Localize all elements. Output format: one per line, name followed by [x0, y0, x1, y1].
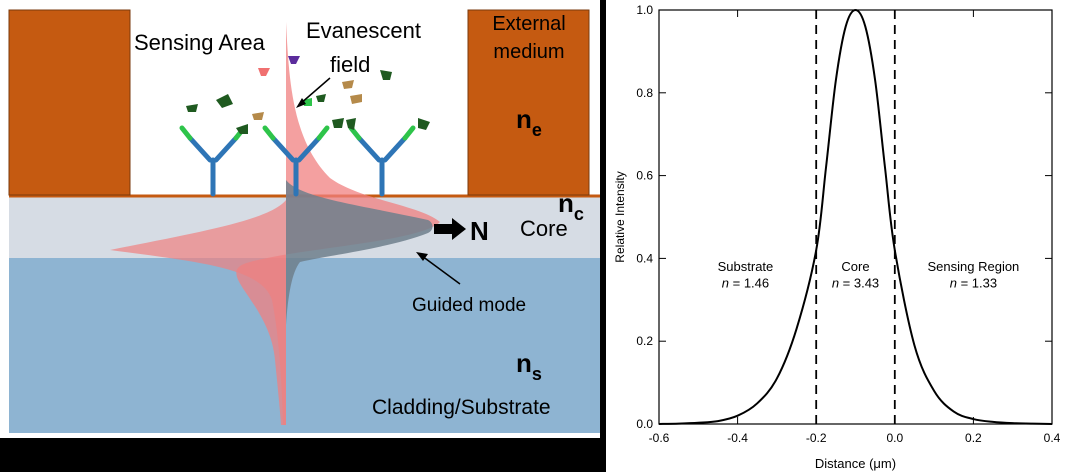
- y-tick-label: 0.4: [636, 251, 653, 265]
- evanescent-arrow: [296, 77, 331, 108]
- external-medium-block: [467, 9, 590, 196]
- guided-mode-arrow: [416, 252, 461, 285]
- x-tick-label: 0.2: [965, 431, 982, 445]
- analyte-molecule: [350, 94, 362, 104]
- antibody-2: [262, 125, 330, 197]
- y-tick-label: 0.6: [636, 169, 653, 183]
- y-tick-label: 0.0: [636, 417, 653, 431]
- intensity-profile-chart: -0.6 -0.4 -0.2 0.0 0.2 0.4 0.0 0.2 0.4 0.6 0.8 1.0 D…: [606, 0, 1070, 472]
- external-medium-label-line1: External: [492, 13, 565, 35]
- chart-background: [606, 0, 1070, 472]
- cladding-label: Cladding/Substrate: [372, 396, 551, 419]
- waveguide-diagram: Sensing Area Evanescent field External m…: [0, 0, 600, 438]
- region-name-label: Sensing Region: [928, 259, 1020, 274]
- analyte-molecule: [346, 118, 356, 130]
- analyte-molecule: [288, 56, 300, 64]
- region-index-label: n = 1.33: [950, 275, 997, 290]
- analyte-molecule: [332, 118, 344, 128]
- x-tick-label: -0.4: [727, 431, 748, 445]
- x-tick-label: 0.0: [886, 431, 903, 445]
- region-name-label: Core: [841, 259, 869, 274]
- x-tick-label: -0.6: [649, 431, 670, 445]
- n-s-label: ns: [516, 348, 542, 384]
- n-c-label: nc: [558, 188, 584, 224]
- core-label: Core: [520, 216, 568, 241]
- intensity-curve: [658, 8, 1053, 425]
- n-e-label: ne: [516, 104, 542, 140]
- analyte-molecule: [418, 118, 430, 130]
- cladding-layer: [9, 258, 600, 433]
- analyte-molecule: [236, 124, 248, 134]
- analyte-molecule: [342, 80, 354, 89]
- y-tick-label: 1.0: [636, 3, 653, 17]
- analyte-molecule: [216, 94, 233, 108]
- guided-mode-curve: [286, 180, 433, 325]
- analyte-molecule: [258, 68, 270, 76]
- external-medium-label-line2: medium: [493, 41, 564, 63]
- analyte-molecule: [316, 94, 326, 102]
- evanescent-label-line2: field: [330, 52, 370, 77]
- analyte-molecule: [380, 70, 392, 80]
- y-axis-label: Relative Intensity: [613, 171, 627, 262]
- x-tick-label: 0.4: [1044, 431, 1061, 445]
- propagation-n-label: N: [470, 216, 489, 246]
- left-medium-block: [8, 9, 131, 196]
- n-arrow: [434, 218, 466, 240]
- guided-mode-label: Guided mode: [412, 295, 526, 316]
- x-axis-label: Distance (μm): [815, 456, 896, 471]
- y-tick-label: 0.8: [636, 86, 653, 100]
- evanescent-field-lower: [110, 200, 286, 425]
- analyte-molecule: [186, 104, 198, 112]
- region-index-label: n = 1.46: [722, 275, 769, 290]
- y-tick-label: 0.2: [636, 334, 653, 348]
- antibody-3: [348, 125, 416, 197]
- region-index-label: n = 3.43: [832, 275, 879, 290]
- analyte-molecule: [252, 112, 264, 120]
- sensing-area-label: Sensing Area: [134, 30, 266, 55]
- evanescent-label-line1: Evanescent: [306, 18, 421, 43]
- region-name-label: Substrate: [718, 259, 774, 274]
- x-tick-label: -0.2: [806, 431, 827, 445]
